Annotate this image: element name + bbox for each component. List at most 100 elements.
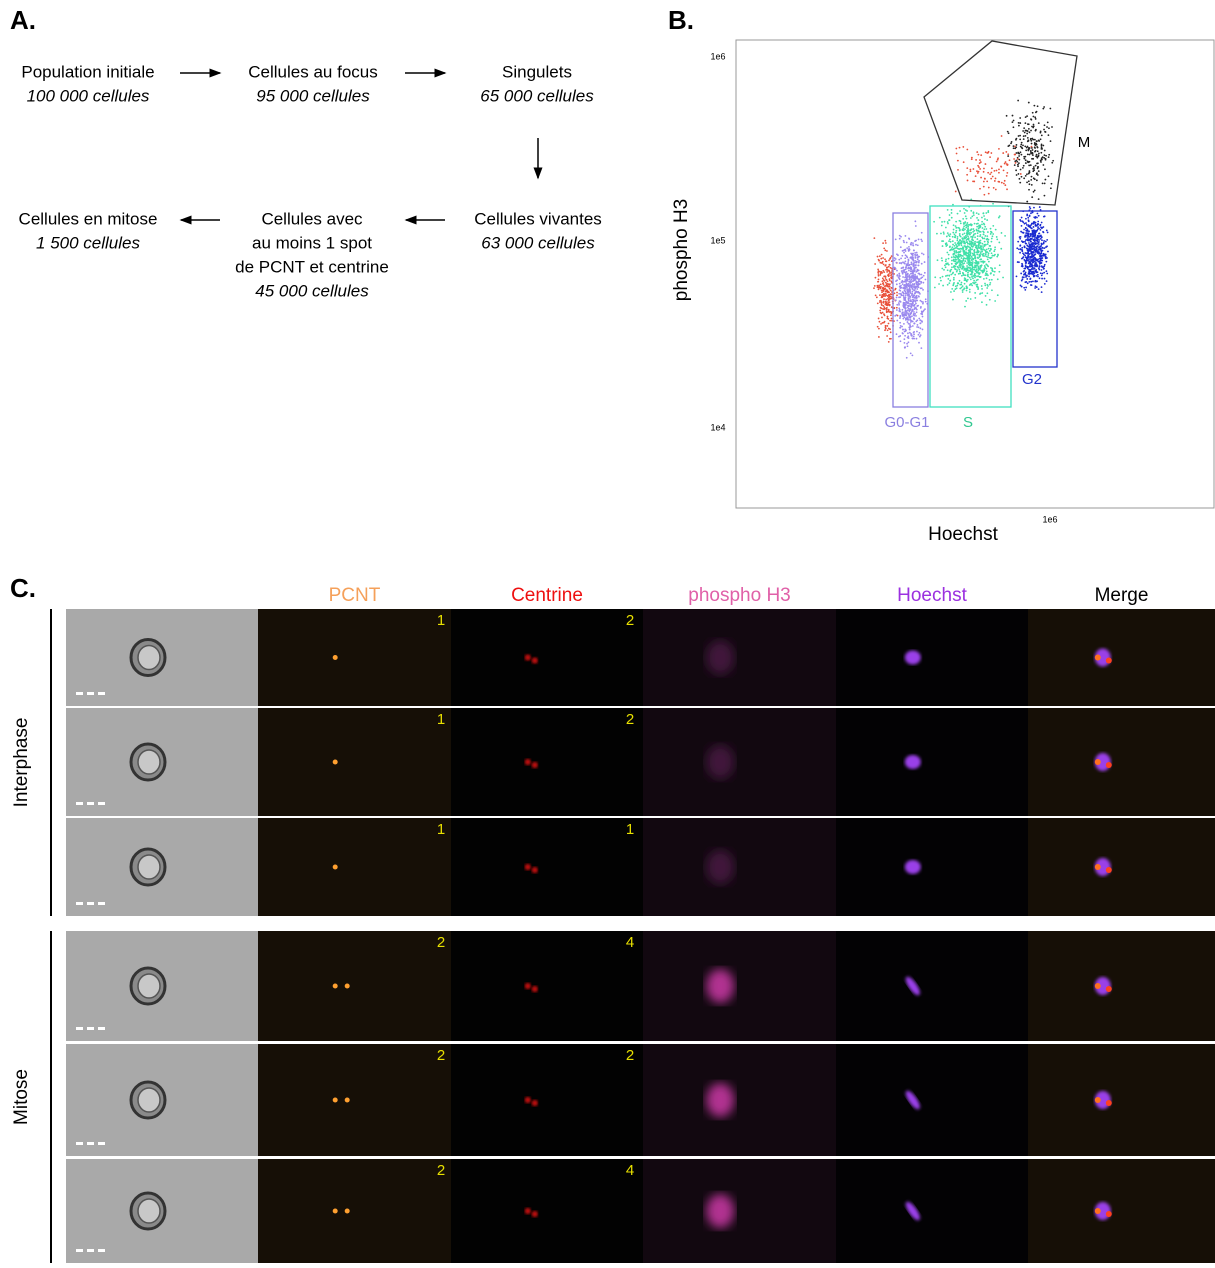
scatter-point <box>970 241 973 244</box>
scatter-point <box>884 249 887 252</box>
scatter-point <box>1025 217 1027 220</box>
scatter-point <box>1036 105 1039 108</box>
scatter-point <box>1020 285 1023 288</box>
gate-label: G0-G1 <box>884 414 929 431</box>
scatter-point <box>943 264 946 267</box>
scatter-point <box>878 320 881 323</box>
scatter-point <box>1020 141 1023 144</box>
scatter-point <box>914 255 917 257</box>
scatter-point <box>1032 166 1035 168</box>
scatter-point <box>954 285 957 288</box>
scatter-point <box>1028 275 1030 278</box>
scatter-point <box>1017 240 1020 243</box>
scatter-point <box>913 333 915 336</box>
gate-label: S <box>963 414 973 431</box>
scatter-point <box>990 278 993 281</box>
scatter-point <box>1027 234 1030 237</box>
scatter-point <box>955 251 958 254</box>
scatter-point <box>982 260 985 263</box>
scatter-point <box>879 301 881 304</box>
scatter-point <box>899 301 902 303</box>
scatter-point <box>1022 276 1025 279</box>
scatter-point <box>877 270 880 273</box>
scatter-point <box>967 263 970 266</box>
scatter-point <box>909 300 912 303</box>
scatter-point <box>966 278 969 281</box>
scatter-point <box>1027 254 1030 257</box>
scatter-point <box>915 337 918 340</box>
scatter-point <box>1046 257 1048 259</box>
scatter-point <box>895 296 898 299</box>
scatter-point <box>986 264 989 267</box>
scatter-point <box>957 168 959 171</box>
scatter-point <box>967 228 969 231</box>
scatter-point <box>966 167 969 169</box>
scatter-point <box>951 235 954 238</box>
scatter-point <box>1045 229 1048 232</box>
scatter-point <box>976 264 979 267</box>
scatter-point <box>1037 154 1040 157</box>
scatter-point <box>1012 145 1015 148</box>
scatter-point <box>899 317 901 319</box>
scatter-point <box>884 324 887 327</box>
step-count: 63 000 cellules <box>481 233 595 252</box>
scatter-point <box>985 248 988 251</box>
scatter-point <box>982 233 985 236</box>
scatter-point <box>882 304 885 307</box>
scatter-point <box>1043 247 1046 250</box>
scatter-point <box>979 252 982 255</box>
scatter-point <box>985 303 988 306</box>
scatter-point <box>1035 179 1038 182</box>
scatter-point <box>952 203 954 206</box>
scatter-point <box>981 292 984 294</box>
scatter-point <box>874 276 877 279</box>
scatter-point <box>1025 286 1027 289</box>
scatter-point <box>967 238 970 241</box>
scatter-point <box>1024 234 1027 237</box>
cell-body <box>137 1198 161 1224</box>
scatter-point <box>1038 232 1041 235</box>
scatter-point <box>968 240 971 243</box>
scatter-point <box>888 283 890 286</box>
image-tile <box>836 609 1028 706</box>
scatter-point <box>887 340 890 343</box>
scatter-point <box>979 230 982 233</box>
scatter-point <box>901 279 904 282</box>
scatter-point <box>959 222 962 225</box>
scatter-point <box>916 304 919 307</box>
scatter-point <box>1030 245 1033 248</box>
scatter-point <box>954 242 957 244</box>
scatter-point <box>1024 288 1027 291</box>
scatter-point <box>1033 189 1036 192</box>
scatter-point <box>910 303 913 306</box>
scatter-point <box>1034 221 1037 224</box>
scatter-point <box>904 257 907 260</box>
scatter-point <box>1051 161 1054 164</box>
scatter-point <box>1032 157 1035 160</box>
scatter-point <box>1032 230 1035 233</box>
pcnt-spot <box>332 655 338 660</box>
scatter-point <box>997 157 999 160</box>
scatter-point <box>888 279 891 282</box>
scatter-point <box>919 327 922 330</box>
scatter-point <box>977 219 980 221</box>
image-tile <box>1028 931 1215 1041</box>
scatter-point <box>956 159 959 162</box>
scatter-point <box>989 257 992 260</box>
scatter-point <box>969 298 972 300</box>
scatter-point <box>902 261 904 264</box>
scatter-point <box>970 209 973 212</box>
scatter-point <box>976 262 978 265</box>
ph3-signal <box>706 969 735 1003</box>
scatter-point <box>975 222 978 225</box>
scatter-point <box>904 290 907 293</box>
scatter-point <box>960 257 963 259</box>
scatter-point <box>985 255 988 258</box>
scatter-point <box>985 270 988 273</box>
scatter-point <box>947 253 950 256</box>
scatter-point <box>1044 178 1047 181</box>
scatter-point <box>911 287 914 290</box>
scatter-point <box>940 279 942 282</box>
scale-bar <box>76 1249 83 1252</box>
scatter-point <box>1020 220 1022 222</box>
